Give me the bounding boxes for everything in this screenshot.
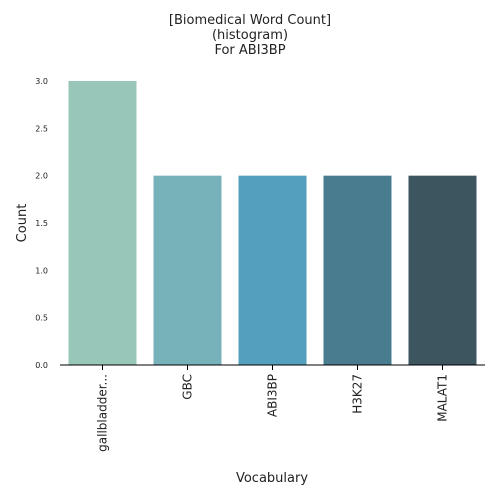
bar-0 xyxy=(68,81,137,365)
x-ticks-group: gallbladder... GBC ABI3BP H3K27 MALAT1 xyxy=(96,365,450,452)
bar-1 xyxy=(153,175,222,365)
x-tick-label-0: gallbladder... xyxy=(96,374,110,452)
x-axis-label: Vocabulary xyxy=(236,471,308,486)
y-tick-label-2: 1.0 xyxy=(35,266,48,275)
bars-group xyxy=(68,81,477,365)
bar-2 xyxy=(238,175,307,365)
chart-title-line-1: [Biomedical Word Count] xyxy=(168,13,332,28)
bar-3 xyxy=(323,175,392,365)
y-tick-label-4: 2.0 xyxy=(35,172,48,181)
chart-title-line-3: For ABI3BP xyxy=(214,43,286,58)
y-tick-label-1: 0.5 xyxy=(35,314,48,323)
y-axis-label: Count xyxy=(15,204,30,243)
bar-4 xyxy=(408,175,477,365)
y-tick-label-3: 1.5 xyxy=(35,219,48,228)
x-tick-label-3: H3K27 xyxy=(351,374,365,414)
chart-title-line-2: (histogram) xyxy=(211,28,289,43)
x-tick-label-2: ABI3BP xyxy=(266,374,280,417)
y-tick-label-6: 3.0 xyxy=(35,77,48,86)
x-tick-label-4: MALAT1 xyxy=(436,374,450,422)
y-tick-label-5: 2.5 xyxy=(35,124,48,133)
x-tick-label-1: GBC xyxy=(181,374,195,400)
y-ticks-group: 0.0 0.5 1.0 1.5 2.0 2.5 3.0 xyxy=(35,77,48,370)
y-tick-label-0: 0.0 xyxy=(35,361,48,370)
